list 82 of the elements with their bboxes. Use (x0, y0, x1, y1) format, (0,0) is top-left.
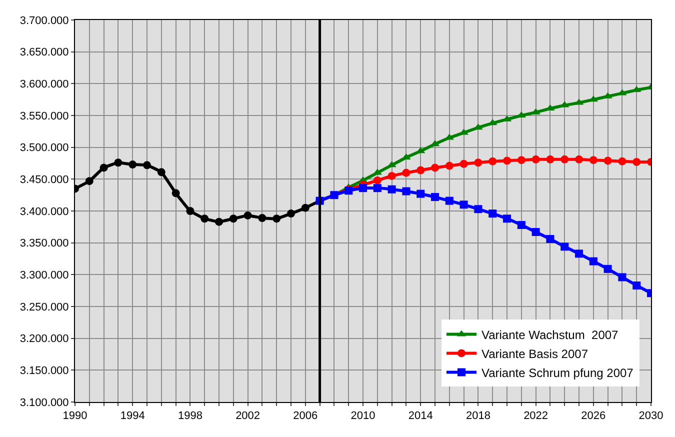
point (532, 228, 540, 236)
y-tick-label: 3.150.000 (20, 365, 69, 378)
legend-label: Variante Wachstum 2007 (481, 328, 619, 342)
point (546, 155, 554, 164)
point (215, 218, 223, 226)
point (575, 155, 583, 164)
point (244, 211, 252, 220)
point (632, 158, 641, 166)
x-tick-label: 2002 (236, 410, 260, 422)
x-tick-label: 2010 (350, 410, 376, 422)
point (445, 196, 454, 205)
point (143, 161, 151, 170)
y-tick-label: 3.200.000 (20, 333, 69, 346)
y-tick-label: 3.550.000 (20, 110, 69, 122)
y-tick-label: 3.600.000 (20, 78, 69, 91)
point (589, 257, 598, 266)
point (589, 156, 598, 164)
x-tick-label: 2030 (638, 410, 664, 422)
point (517, 221, 526, 230)
x-tick-label: 2018 (466, 410, 490, 422)
y-tick-label: 3.400.000 (20, 206, 69, 218)
point (445, 162, 454, 170)
x-tick-label: 1998 (178, 410, 202, 422)
point (517, 156, 526, 164)
point (460, 200, 468, 209)
point (416, 190, 425, 198)
point (186, 207, 194, 215)
point (272, 214, 281, 223)
point (287, 210, 295, 218)
point (604, 156, 612, 165)
point (373, 184, 382, 192)
legend-label: Variante Schrum pfung 2007 (481, 366, 634, 380)
y-tick-label: 3.250.000 (20, 301, 69, 314)
point (474, 158, 482, 167)
point (388, 185, 396, 194)
y-tick-label: 3.500.000 (20, 142, 69, 154)
y-tick-label: 3.450.000 (20, 174, 69, 186)
y-tick-label: 3.650.000 (20, 46, 69, 59)
point (373, 176, 382, 184)
point (157, 168, 166, 176)
point (172, 189, 180, 198)
point (532, 155, 540, 164)
point (460, 160, 468, 168)
point (503, 156, 511, 165)
x-tick-label: 1994 (120, 410, 145, 422)
point (100, 164, 108, 172)
x-tick-label: 2014 (408, 410, 433, 422)
point (618, 157, 626, 166)
point (474, 205, 482, 214)
x-tick-label: 1990 (62, 410, 88, 422)
point (200, 214, 209, 223)
point (431, 164, 439, 172)
point (560, 242, 569, 251)
point (402, 168, 410, 177)
point (229, 214, 238, 223)
point (128, 160, 137, 169)
point (258, 214, 266, 222)
point (632, 281, 641, 290)
x-tick-label: 2022 (524, 410, 548, 422)
point (503, 214, 511, 223)
point (431, 192, 439, 201)
point (416, 166, 425, 174)
point (546, 235, 554, 244)
point (575, 250, 583, 258)
x-tick-label: 2006 (293, 410, 318, 422)
x-tick-label: 2026 (581, 410, 606, 422)
point (560, 155, 569, 164)
point (618, 273, 626, 282)
point (85, 177, 94, 186)
point (402, 187, 410, 196)
y-tick-label: 3.100.000 (20, 396, 69, 409)
point (301, 204, 310, 212)
point (388, 172, 396, 180)
point (604, 264, 612, 273)
legend-label: Variante Basis 2007 (481, 346, 588, 361)
point (488, 210, 497, 218)
y-tick-label: 3.700.000 (20, 14, 69, 27)
point (359, 184, 367, 192)
y-tick-label: 3.350.000 (20, 238, 69, 250)
y-tick-label: 3.300.000 (20, 270, 69, 282)
point (488, 157, 497, 166)
point (114, 158, 122, 167)
